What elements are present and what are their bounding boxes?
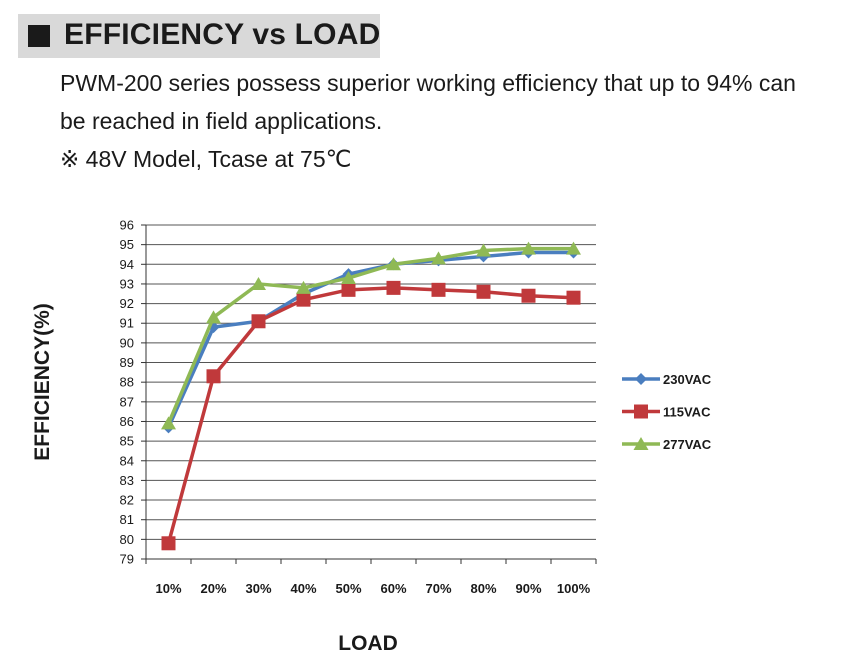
section-title: EFFICIENCY vs LOAD: [64, 18, 381, 51]
series-line: [166, 246, 574, 425]
x-tick-label: 20%: [200, 581, 226, 596]
legend-marker: [633, 437, 649, 450]
data-point: [341, 271, 356, 285]
legend-label: 230VAC: [663, 372, 712, 387]
description-line-1: PWM-200 series possess superior working …: [60, 70, 796, 96]
description-line-2: be reached in field applications.: [60, 108, 383, 134]
x-tick-label: 40%: [290, 581, 316, 596]
data-point: [296, 292, 311, 307]
x-tick-label: 80%: [470, 581, 496, 596]
y-tick-label: 93: [120, 276, 134, 291]
y-tick-label: 94: [120, 257, 134, 272]
legend-marker: [635, 373, 647, 385]
data-point: [476, 243, 491, 257]
data-point: [521, 288, 536, 303]
data-point: [296, 280, 311, 294]
y-tick-label: 83: [120, 473, 134, 488]
series-277VAC: [161, 241, 581, 430]
legend-item: 115VAC: [622, 404, 711, 420]
data-point: [431, 251, 446, 265]
x-tick-labels: 10% 20% 30% 40% 50% 60% 70% 80% 90% 100%: [155, 581, 590, 596]
data-series: [161, 241, 581, 551]
y-tick-label: 88: [120, 375, 134, 390]
grid-lines: [146, 224, 596, 560]
y-tick-label: 95: [120, 237, 134, 252]
y-tick-label: 81: [120, 512, 134, 527]
data-point: [566, 241, 581, 255]
legend: 230VAC 115VAC 277VAC: [622, 372, 712, 452]
x-axis-title: LOAD: [338, 632, 398, 655]
x-tick-label: 10%: [155, 581, 181, 596]
data-point: [206, 369, 221, 384]
data-point: [386, 280, 401, 295]
y-tick-label: 90: [120, 335, 134, 350]
y-tick-label: 80: [120, 532, 134, 547]
series-230VAC: [162, 246, 580, 434]
y-tick-label: 82: [120, 493, 134, 508]
y-tick-label: 89: [120, 355, 134, 370]
legend-item: 230VAC: [622, 372, 712, 387]
section-header: EFFICIENCY vs LOAD: [18, 14, 380, 58]
data-point: [341, 282, 356, 297]
x-tick-label: 100%: [557, 581, 591, 596]
data-point: [206, 310, 221, 324]
series-line: [166, 286, 574, 544]
x-tick-label: 50%: [335, 581, 361, 596]
series-115VAC: [161, 280, 581, 551]
x-tick-label: 90%: [515, 581, 541, 596]
legend-label: 115VAC: [663, 405, 711, 420]
data-point: [566, 290, 581, 305]
data-point: [161, 416, 176, 430]
data-point: [476, 284, 491, 299]
y-tick-label: 86: [120, 414, 134, 429]
y-tick-labels: 79 80 81 82 83 84 85 86 87 88 89 90 91 92 93 94 95 96: [120, 218, 134, 567]
y-axis-title: EFFICIENCY(%): [31, 303, 54, 461]
data-point: [521, 241, 536, 255]
y-tick-label: 85: [120, 434, 134, 449]
data-point: [251, 276, 266, 290]
data-point: [251, 314, 266, 329]
y-tick-label: 91: [120, 316, 134, 331]
axes: [141, 224, 597, 564]
y-tick-label: 96: [120, 218, 134, 233]
y-tick-label: 84: [120, 453, 134, 468]
model-note: ※ 48V Model, Tcase at 75℃: [60, 146, 352, 172]
data-point: [161, 536, 176, 551]
legend-marker: [634, 404, 648, 419]
series-line: [166, 250, 574, 429]
x-tick-label: 60%: [380, 581, 406, 596]
y-tick-label: 79: [120, 552, 134, 567]
x-tick-label: 30%: [245, 581, 271, 596]
y-tick-label: 92: [120, 296, 134, 311]
data-point: [386, 257, 401, 271]
y-tick-label: 87: [120, 394, 134, 409]
legend-item: 277VAC: [622, 437, 712, 452]
legend-label: 277VAC: [663, 437, 712, 452]
bullet-square-icon: [28, 25, 50, 47]
data-point: [431, 282, 446, 297]
x-tick-label: 70%: [425, 581, 451, 596]
